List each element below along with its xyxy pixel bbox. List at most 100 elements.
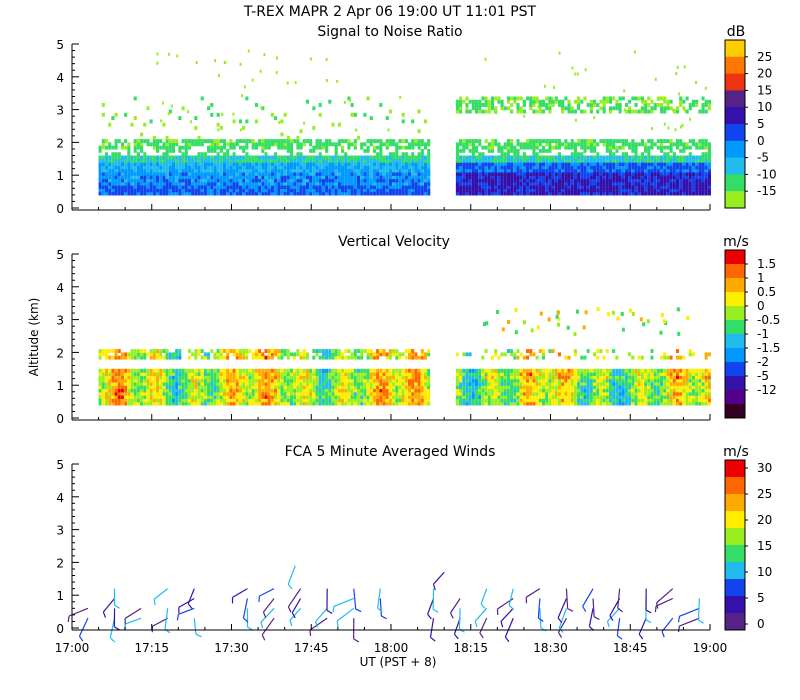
snr-cell — [334, 155, 338, 160]
velocity-cell — [337, 395, 341, 399]
snr-cell — [207, 188, 211, 193]
snr-cell — [210, 171, 214, 176]
snr-cell — [312, 168, 316, 173]
snr-cell — [334, 142, 338, 147]
snr-cell — [628, 185, 632, 189]
snr-cell — [621, 162, 625, 166]
velocity-cell — [551, 372, 555, 376]
snr-cell — [411, 181, 415, 186]
snr-cell — [388, 158, 392, 163]
velocity-cell — [242, 401, 246, 406]
snr-cell — [111, 181, 115, 186]
snr-speck — [675, 72, 678, 76]
velocity-cell — [232, 391, 236, 396]
velocity-cell — [535, 398, 539, 403]
velocity-cell — [337, 349, 341, 353]
velocity-cell — [149, 372, 153, 376]
velocity-data-field — [98, 307, 711, 406]
snr-cell — [557, 185, 562, 189]
snr-cell — [334, 171, 338, 176]
snr-cell — [353, 175, 357, 180]
snr-cell — [312, 162, 316, 166]
snr-cell — [171, 175, 176, 180]
snr-cell — [513, 145, 517, 150]
snr-cell — [331, 168, 335, 173]
velocity-cell — [369, 375, 373, 380]
snr-cell — [238, 188, 243, 193]
snr-cell — [535, 171, 539, 176]
velocity-cell — [535, 381, 539, 386]
snr-cell — [232, 175, 236, 180]
snr-cell — [187, 155, 192, 160]
snr-cell — [561, 185, 565, 189]
velocity-cell — [465, 368, 469, 373]
velocity-cell — [519, 398, 523, 403]
snr-cell — [318, 112, 322, 117]
snr-cell — [337, 162, 341, 166]
snr-cell — [640, 168, 644, 173]
velocity-cell — [516, 395, 520, 399]
velocity-cell — [136, 355, 140, 360]
velocity-cell — [203, 355, 207, 360]
snr-cell — [570, 106, 574, 111]
snr-cell — [420, 162, 424, 166]
snr-cell — [487, 103, 491, 107]
snr-cell — [516, 158, 520, 163]
snr-cell — [538, 106, 542, 111]
snr-cell — [270, 188, 274, 193]
snr-cell — [341, 165, 345, 170]
snr-speck — [704, 86, 707, 90]
snr-cell — [360, 165, 364, 170]
snr-cell — [341, 168, 345, 173]
snr-cell — [704, 181, 708, 186]
velocity-cell — [254, 372, 258, 376]
velocity-cell — [289, 388, 293, 393]
velocity-cell — [261, 368, 265, 373]
snr-cell — [510, 103, 514, 107]
snr-cell — [481, 171, 485, 176]
snr-cell — [200, 171, 204, 176]
velocity-cell — [494, 395, 498, 399]
snr-speck — [417, 109, 420, 113]
snr-cell — [274, 185, 278, 189]
snr-cell — [427, 185, 431, 189]
snr-cell — [353, 145, 357, 150]
velocity-cell — [162, 378, 166, 383]
snr-cell — [235, 185, 239, 189]
velocity-cell — [417, 388, 421, 393]
velocity-cell — [478, 391, 482, 396]
snr-cell — [589, 168, 593, 173]
velocity-cell — [210, 368, 214, 373]
velocity-cell — [334, 372, 338, 376]
snr-cell — [372, 162, 377, 166]
velocity-cell — [261, 355, 265, 360]
snr-cell — [628, 181, 632, 186]
velocity-cell — [296, 395, 300, 399]
snr-cell — [573, 175, 577, 180]
velocity-cell — [516, 381, 520, 386]
snr-cell — [529, 158, 533, 163]
velocity-cell — [187, 375, 191, 380]
velocity-cell — [267, 375, 271, 380]
velocity-cell — [133, 375, 137, 380]
velocity-cell — [513, 378, 517, 383]
velocity-cell — [471, 395, 475, 399]
velocity-cell — [331, 395, 335, 399]
snr-cell — [612, 175, 616, 180]
snr-cell — [353, 178, 357, 183]
snr-cell — [267, 175, 271, 180]
snr-cell — [353, 112, 357, 117]
velocity-cell — [376, 355, 380, 360]
snr-cell — [270, 112, 274, 117]
snr-cell — [612, 181, 616, 186]
velocity-cell — [392, 372, 396, 376]
velocity-cell — [535, 395, 539, 399]
snr-cell — [612, 139, 616, 143]
snr-cell — [455, 162, 459, 166]
snr-cell — [114, 142, 118, 147]
snr-cell — [695, 145, 699, 150]
snr-cell — [561, 188, 565, 193]
snr-cell — [535, 139, 539, 143]
snr-cell — [258, 188, 262, 193]
snr-cell — [328, 178, 332, 183]
